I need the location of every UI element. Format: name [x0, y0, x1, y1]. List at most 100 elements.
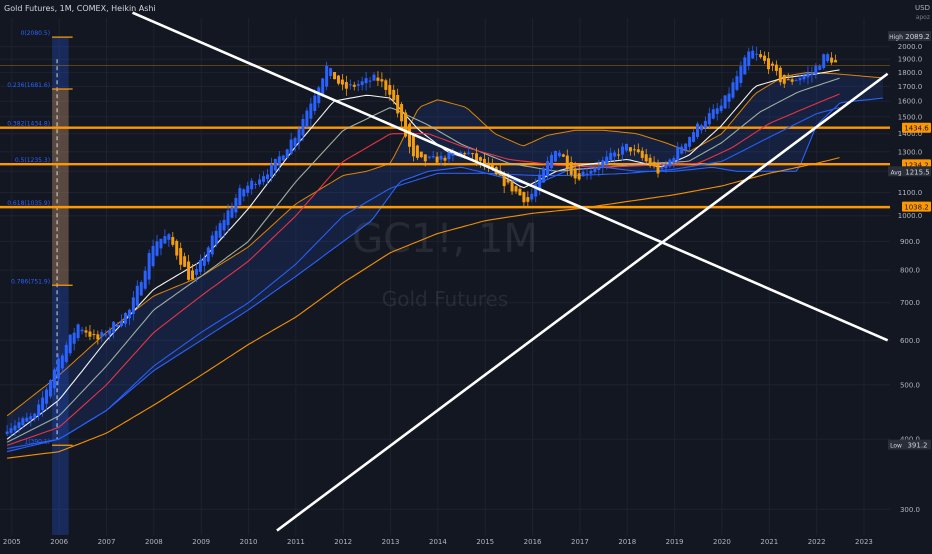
candle [313, 88, 317, 115]
fib-level-label: 0.5(1235.3) [15, 157, 50, 164]
candle-body [135, 285, 139, 306]
candle [139, 280, 143, 297]
candle-body [5, 431, 9, 435]
candle [116, 322, 120, 329]
candle [510, 180, 514, 195]
candle-body [273, 158, 277, 171]
candle [684, 143, 688, 154]
axis-note: apoz [915, 14, 930, 21]
candle-body [664, 164, 668, 169]
candle [818, 64, 822, 71]
candle [380, 72, 384, 88]
candle-body [226, 210, 230, 226]
candle [88, 324, 92, 341]
axis-badge: 1038.2 [902, 201, 931, 212]
candle-body [751, 50, 755, 59]
candle-body [561, 154, 565, 157]
candle-body [427, 156, 431, 158]
time-tick-label: 2011 [287, 538, 305, 546]
candle [814, 63, 818, 79]
candle [810, 66, 814, 83]
watermark: GC1!, 1M Gold Futures [352, 216, 538, 311]
candle-body [514, 186, 518, 192]
candle-body [695, 123, 699, 137]
candle [605, 150, 609, 170]
candle [826, 52, 830, 64]
candle-body [210, 235, 214, 255]
candle [289, 132, 293, 156]
candle [747, 47, 751, 71]
candle [305, 107, 309, 128]
candle-body [262, 176, 266, 182]
candle [672, 155, 676, 168]
candle-body [624, 143, 628, 151]
candle-body [155, 241, 159, 256]
time-tick-label: 2005 [3, 538, 21, 546]
candle-body [506, 179, 510, 183]
candle-body [333, 72, 337, 80]
candle-body [423, 154, 427, 162]
candle [72, 327, 76, 351]
candle [806, 66, 810, 85]
candle [187, 254, 191, 281]
time-tick-label: 2007 [98, 538, 116, 546]
candle [688, 136, 692, 152]
candle-body [707, 113, 711, 125]
candle-body [202, 257, 206, 266]
candle-body [329, 68, 333, 77]
candle [427, 155, 431, 160]
candle-body [739, 66, 743, 83]
axis-badge-value-bg [904, 31, 931, 42]
candle [411, 132, 415, 162]
candle [471, 152, 475, 159]
candle-body [538, 174, 542, 191]
candle [743, 55, 747, 75]
candle-body [652, 161, 656, 167]
currency-label: USD apoz [915, 3, 930, 23]
axis-badge-name: High [889, 34, 903, 41]
candle [285, 148, 289, 159]
candle-body [692, 132, 696, 142]
candle-body [187, 261, 191, 280]
candle [735, 70, 739, 92]
fib-vertical-box [52, 37, 69, 545]
candle [774, 60, 778, 76]
candle [593, 164, 597, 175]
candle [281, 154, 285, 162]
candle-body [64, 344, 68, 362]
fib-level-label: 0.786(751.9) [11, 278, 50, 285]
candle-body [672, 158, 676, 163]
candle-body [88, 331, 92, 337]
candle-body [404, 112, 408, 137]
candle [41, 391, 45, 417]
candle-body [198, 259, 202, 272]
candle-body [617, 154, 621, 156]
candle [48, 379, 52, 399]
candle-body [443, 157, 447, 161]
candle-body [727, 93, 731, 102]
candle [597, 159, 601, 177]
candle-body [400, 104, 404, 122]
candle-body [37, 404, 41, 416]
candle [731, 78, 735, 100]
candle-body [755, 53, 759, 55]
candle-body [589, 170, 593, 174]
candle [96, 330, 100, 345]
axis-badge-bg [902, 122, 931, 133]
candle [419, 151, 423, 159]
candle [309, 97, 313, 126]
candle-body [289, 139, 293, 154]
candle-body [636, 149, 640, 153]
candle [538, 169, 542, 196]
candle-body [719, 105, 723, 112]
fib-level-label: 0.618(1035.9) [7, 200, 50, 207]
candle-body [293, 137, 297, 147]
time-tick-label: 2018 [618, 538, 636, 546]
candle [92, 329, 96, 340]
candle-body [794, 80, 798, 82]
candle-body [786, 79, 790, 81]
axis-badge-name-bg [888, 31, 904, 42]
candle-body [770, 63, 774, 66]
